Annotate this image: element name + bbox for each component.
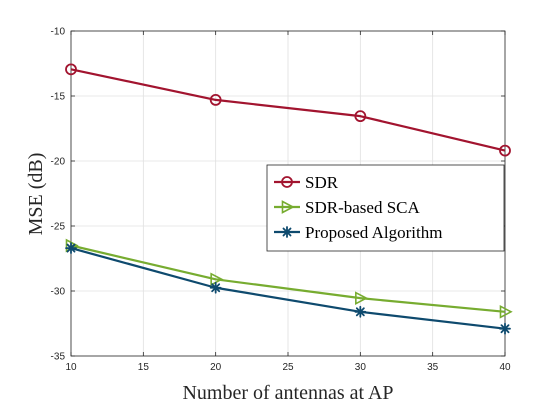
data-point-3-3 — [354, 305, 367, 318]
data-point-3-1 — [65, 242, 77, 254]
legend-label-3: Proposed Algorithm — [305, 223, 442, 242]
series-group — [65, 63, 513, 335]
data-point-3-2 — [209, 281, 222, 294]
legend-label-1: SDR — [305, 173, 339, 192]
y-tick-label: -35 — [51, 352, 66, 363]
legend-box — [266, 164, 505, 252]
data-point-1-3 — [354, 110, 367, 123]
data-point-2-3 — [355, 291, 369, 305]
x-tick-label: 30 — [355, 362, 367, 373]
series-line-1 — [70, 68, 506, 152]
x-axis-label: Number of antennas at AP — [182, 382, 393, 404]
data-point-1-2 — [209, 94, 222, 106]
x-tick-label: 15 — [138, 362, 150, 373]
x-tick-label: 20 — [210, 362, 222, 373]
axis-ticks: 10 15 20 25 30 35 40 -35 -30 -25 -20 -15 -10 — [51, 27, 511, 374]
legend: SDR SDR-based SCA Proposed Algorithm — [266, 164, 505, 252]
y-tick-label: -30 — [51, 287, 66, 298]
x-tick-label: 10 — [65, 362, 77, 373]
data-point-3-4 — [499, 322, 511, 335]
y-tick-label: -25 — [51, 222, 66, 233]
legend-marker-1 — [281, 176, 293, 188]
legend-marker-2 — [281, 200, 295, 214]
data-point-1-4 — [499, 144, 511, 157]
y-tick-label: -10 — [51, 27, 66, 38]
series-line-2 — [70, 244, 506, 313]
y-tick-label: -15 — [51, 92, 66, 103]
x-tick-label: 25 — [282, 362, 294, 373]
y-tick-label: -20 — [51, 157, 66, 168]
legend-marker-3 — [281, 226, 293, 238]
data-point-1-1 — [65, 63, 77, 76]
data-point-2-2 — [210, 272, 224, 287]
series-line-3 — [70, 247, 506, 330]
x-tick-label: 40 — [499, 362, 511, 373]
x-tick-label: 35 — [427, 362, 439, 373]
legend-label-2: SDR-based SCA — [305, 198, 420, 217]
y-axis-label: MSE (dB) — [25, 153, 47, 236]
data-point-2-4 — [499, 304, 513, 319]
